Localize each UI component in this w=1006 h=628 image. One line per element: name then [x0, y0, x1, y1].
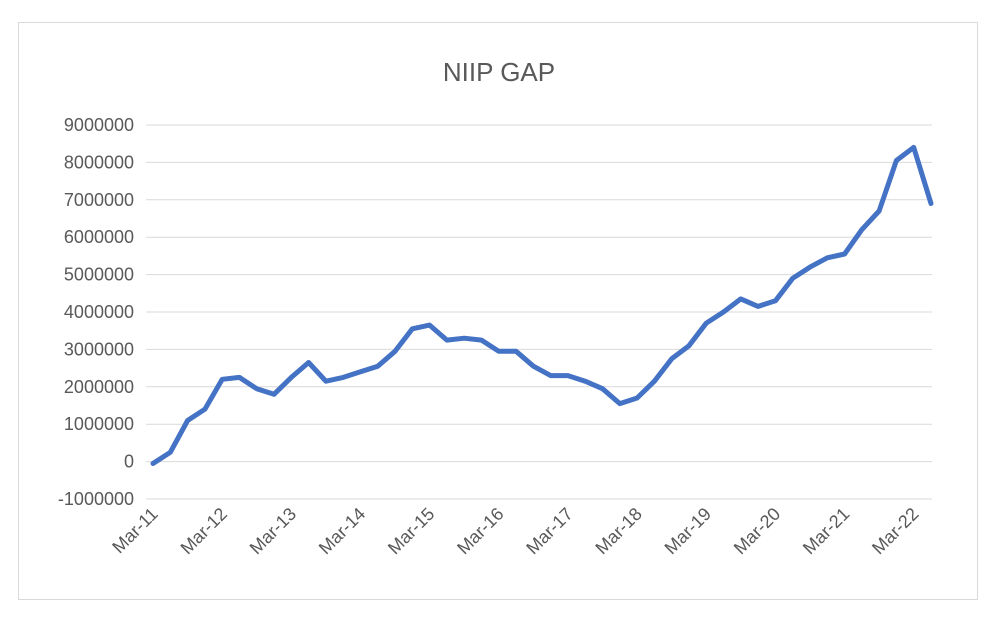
niip-gap-chart: NIIP GAP 9000000 8000000 7000000 6000000 500…: [58, 57, 934, 558]
series-line-niip-gap: [150, 144, 934, 466]
y-tick-label: 5000000: [64, 265, 134, 285]
x-tick-label: Mar-17: [522, 504, 576, 558]
x-tick-label: Mar-12: [177, 504, 231, 558]
y-tick-label: -1000000: [58, 489, 134, 509]
y-tick-label: 2000000: [64, 377, 134, 397]
x-tick-label: Mar-21: [799, 504, 853, 558]
y-tick-label: 1000000: [64, 414, 134, 434]
x-tick-label: Mar-11: [108, 504, 162, 558]
x-tick-label: Mar-15: [384, 504, 438, 558]
x-axis-tick-labels: Mar-11 Mar-12 Mar-13 Mar-14 Mar-15 Mar-16 Mar-…: [108, 504, 922, 558]
y-tick-label: 0: [124, 452, 134, 472]
y-tick-label: 9000000: [64, 115, 134, 135]
series-layer: [150, 144, 934, 466]
x-tick-label: Mar-16: [453, 504, 507, 558]
chart-title: NIIP GAP: [443, 57, 555, 87]
gridlines: [146, 124, 932, 500]
y-tick-label: 4000000: [64, 302, 134, 322]
y-axis-tick-labels: 9000000 8000000 7000000 6000000 5000000 40000…: [58, 115, 134, 509]
y-tick-label: 6000000: [64, 227, 134, 247]
x-tick-label: Mar-18: [591, 504, 645, 558]
chart-frame: NIIP GAP 9000000 8000000 7000000 6000000 500…: [18, 22, 978, 600]
y-tick-label: 3000000: [64, 339, 134, 359]
x-tick-label: Mar-19: [661, 504, 715, 558]
x-tick-label: Mar-14: [315, 504, 369, 558]
y-tick-label: 8000000: [64, 152, 134, 172]
x-tick-label: Mar-13: [246, 504, 300, 558]
x-tick-label: Mar-22: [868, 504, 922, 558]
y-tick-label: 7000000: [64, 190, 134, 210]
x-tick-label: Mar-20: [730, 504, 784, 558]
